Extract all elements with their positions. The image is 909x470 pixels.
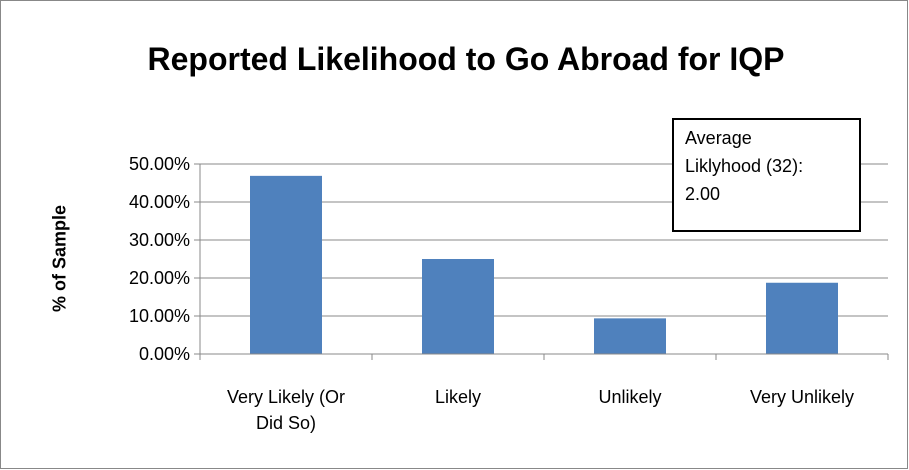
x-tick-label: Unlikely [598,387,662,407]
y-tick-label: 10.00% [128,306,190,326]
y-tick-label: 20.00% [128,268,190,288]
y-tick-label: 50.00% [128,154,190,174]
y-tick-label: 0.00% [138,344,190,364]
x-tick-label: Very Likely (Or Did So) [226,387,346,433]
x-tick-label: Very Unlikely [749,387,855,407]
bar [422,259,494,354]
bar [250,175,322,354]
bar [594,318,666,354]
y-tick-label: 30.00% [128,230,190,250]
y-tick-label: 40.00% [128,192,190,212]
bar [766,282,838,354]
chart-title: Reported Likelihood to Go Abroad for IQP [147,41,785,77]
annotation: Average Liklyhood (32): 2.00 [672,118,861,232]
x-tick-label: Likely [434,387,482,407]
y-axis-label: % of Sample [49,204,70,313]
